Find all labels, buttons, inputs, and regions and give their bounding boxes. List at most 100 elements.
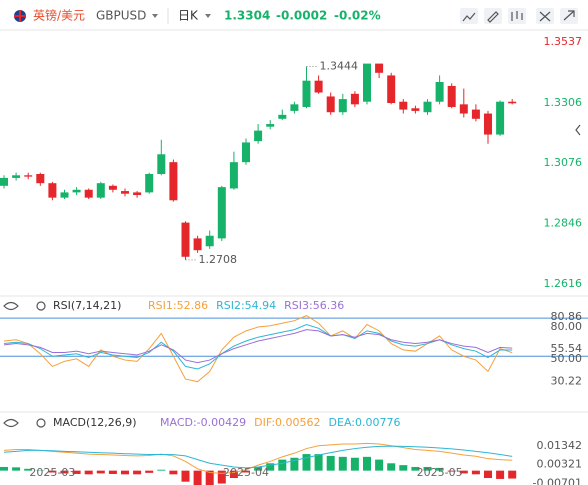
candle-body — [471, 109, 480, 119]
candle-body — [48, 183, 57, 198]
candle-body — [338, 99, 347, 113]
candle-body — [484, 113, 492, 135]
plot: 1.3444 1.2708 — [0, 59, 588, 485]
dropdown[interactable] — [152, 14, 158, 18]
macd-bar — [133, 470, 142, 475]
macd-bar — [254, 466, 263, 471]
y-tick-label: 1.3537 — [544, 35, 583, 48]
macd-bar — [96, 470, 105, 474]
legend-entry: MACD:-0.00429 — [160, 416, 246, 429]
macd-line — [3, 442, 513, 474]
change: -0.0002 — [276, 9, 327, 23]
macd-bar — [278, 459, 287, 471]
candle-body — [326, 96, 335, 113]
candle-body — [181, 222, 190, 257]
macd-bar — [24, 468, 33, 471]
dropdown[interactable] — [205, 14, 211, 18]
legend-entry: DIF:0.00562 — [254, 416, 320, 429]
rsi-line — [3, 329, 513, 364]
candle-body — [60, 192, 69, 198]
macd-title: MACD(12,26,9) — [53, 416, 137, 429]
rsi-title: RSI(7,14,21) — [53, 299, 121, 312]
candle-body — [314, 80, 323, 93]
candle-body — [363, 63, 371, 102]
macd-bar — [181, 470, 190, 482]
macd-bar — [326, 455, 335, 471]
macd-bar — [423, 466, 432, 471]
y-tick-label: 1.3306 — [544, 96, 583, 109]
macd-bar — [363, 456, 371, 471]
macd-bar — [205, 470, 214, 485]
y-tick-label: 1.2616 — [544, 277, 583, 290]
macd-bar — [314, 454, 323, 471]
candle-body — [205, 235, 214, 247]
pair-name: 英镑/美元 — [33, 8, 85, 23]
y-tick-label: 0.00321 — [537, 458, 583, 471]
candle-body — [84, 189, 93, 198]
candle-body — [459, 104, 468, 114]
extreme-label: 1.2708 — [199, 253, 238, 266]
candle-body — [12, 175, 21, 178]
candle-body — [96, 183, 105, 198]
macd-bar — [193, 470, 202, 485]
candle-body — [496, 101, 505, 135]
macd-bar — [350, 457, 359, 471]
candle-body — [266, 124, 275, 127]
macd-icons[interactable] — [3, 418, 46, 428]
rsi-line — [3, 315, 513, 383]
y-tick-label: 1.3076 — [544, 156, 583, 169]
macd-bar — [108, 470, 117, 474]
macd-bar — [48, 470, 57, 473]
macd-bar — [266, 463, 275, 471]
candle-body — [242, 142, 250, 163]
rsi-icons[interactable] — [3, 301, 46, 311]
macd-bar — [302, 454, 311, 471]
symbol[interactable]: GBPUSD — [96, 9, 146, 23]
candle-body — [229, 162, 238, 189]
macd-bar — [145, 470, 154, 473]
candle-body — [399, 101, 408, 110]
candle-body — [72, 189, 81, 193]
macd-bar — [0, 466, 8, 471]
last-price: 1.3304 — [224, 9, 270, 23]
macd-bar — [375, 459, 384, 471]
candle-body — [350, 93, 359, 105]
macd-bar — [60, 470, 69, 474]
candle-body — [447, 85, 456, 107]
collapse-arrow[interactable] — [575, 124, 581, 136]
y-tick-label: 1.2846 — [544, 217, 583, 230]
candle-body — [133, 192, 142, 196]
macd-bar — [387, 463, 396, 471]
y-tick-label: 80.86 — [551, 310, 583, 323]
y-tick-label: 55.54 — [551, 342, 583, 355]
candle-body — [36, 173, 45, 184]
candle-body — [121, 191, 129, 194]
macd-bar — [12, 467, 21, 471]
candle-body — [254, 130, 263, 142]
legend-entry: RSI2:54.94 — [216, 299, 276, 312]
macd-bar — [484, 470, 492, 479]
extreme-label: 1.3444 — [320, 59, 359, 72]
macd-bar — [84, 470, 93, 475]
candle-body — [387, 75, 396, 104]
macd-bar — [411, 466, 420, 471]
x-tick-label: 2025-05 — [417, 466, 463, 479]
macd-bar — [496, 470, 505, 479]
candle-body — [108, 185, 117, 190]
legend-entry: DEA:0.00776 — [329, 416, 401, 429]
candle-body — [411, 108, 420, 111]
candle-body — [375, 63, 384, 73]
x-tick-label: 2025-03 — [29, 466, 75, 479]
toolbar[interactable] — [460, 8, 578, 24]
y-tick-label: 80.00 — [551, 320, 583, 333]
candle-body — [24, 175, 33, 177]
candle-body — [0, 177, 8, 186]
change-pct: -0.02% — [334, 9, 381, 23]
period[interactable]: 日K — [178, 9, 199, 23]
macd-bar — [290, 457, 299, 471]
rsi-line — [3, 323, 513, 370]
candle-body — [290, 104, 299, 111]
macd-bar — [72, 470, 81, 474]
